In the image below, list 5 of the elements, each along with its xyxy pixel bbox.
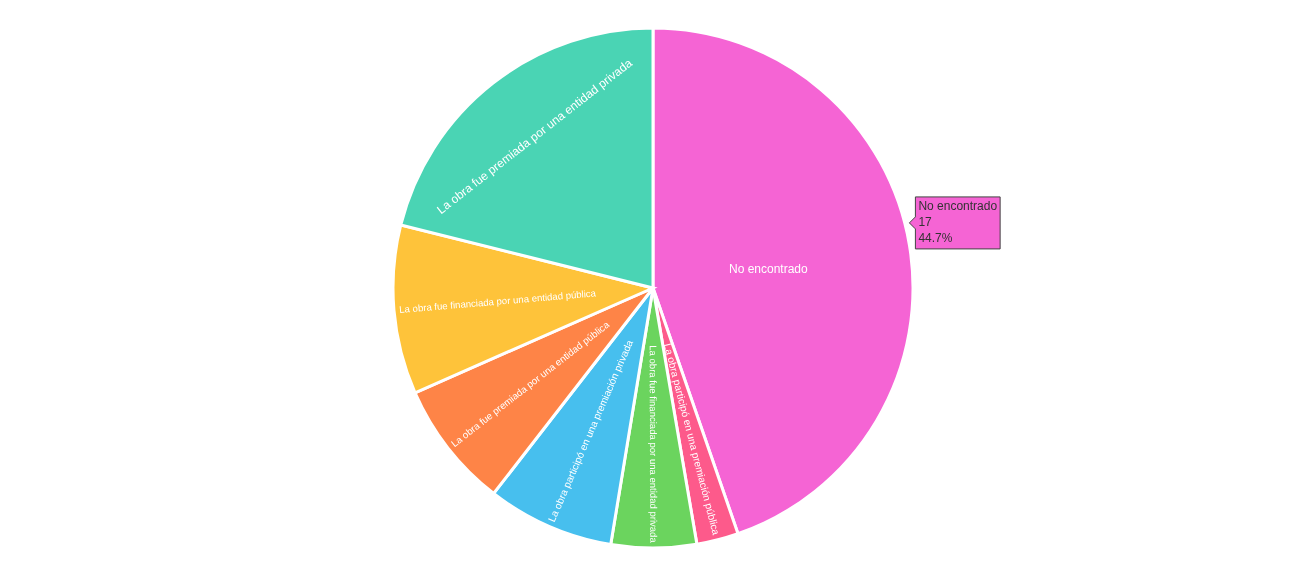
slice-label: La obra fue financiada por una entidad pública bbox=[398, 287, 598, 316]
slice-label: La obra fue financiada por una entidad privada bbox=[647, 345, 660, 544]
slice-label: No encontrado bbox=[729, 261, 809, 276]
slice-label: No encontrado bbox=[918, 198, 998, 213]
text: 17 44.7% bbox=[918, 214, 953, 245]
